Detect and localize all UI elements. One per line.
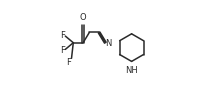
Text: F: F xyxy=(60,46,65,55)
Text: N: N xyxy=(105,39,111,48)
Text: NH: NH xyxy=(125,66,138,75)
Text: O: O xyxy=(80,13,86,22)
Text: F: F xyxy=(60,31,65,40)
Text: F: F xyxy=(66,58,71,67)
